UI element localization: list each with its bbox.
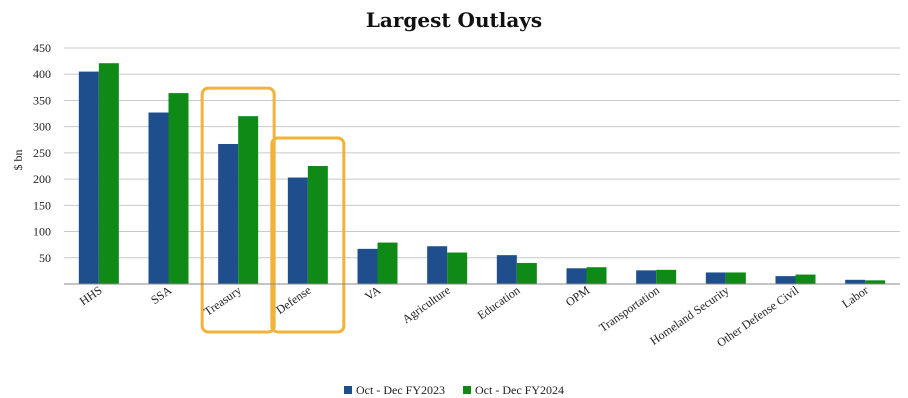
- bar-education-fy2024: [516, 263, 537, 284]
- legend: Oct - Dec FY2023 Oct - Dec FY2024: [0, 384, 908, 396]
- bar-treasury-fy2024: [238, 116, 259, 284]
- x-tick-label: Labor: [839, 283, 871, 311]
- y-tick-label: 250: [33, 146, 51, 160]
- x-tick-label: Treasury: [201, 283, 244, 319]
- bar-va-fy2023: [357, 248, 378, 284]
- bar-homeland-security-fy2023: [705, 272, 726, 284]
- bar-defense-fy2023: [287, 177, 308, 284]
- highlight-box-defense: [270, 136, 346, 334]
- bar-agriculture-fy2023: [427, 246, 448, 284]
- y-axis-ticks: 50 100 150 200 250 300 350 400 450: [33, 41, 51, 265]
- legend-label: Oct - Dec FY2023: [356, 383, 445, 397]
- bar-other-defense-civil-fy2023: [775, 276, 796, 284]
- x-tick-label: SSA: [148, 283, 174, 307]
- y-axis-label: $ bn: [11, 150, 25, 171]
- legend-label: Oct - Dec FY2024: [475, 383, 564, 397]
- bar-labor-fy2023: [845, 279, 866, 284]
- x-tick-label: Transportation: [596, 283, 662, 335]
- legend-swatch: [463, 386, 471, 394]
- bar-transportation-fy2024: [656, 269, 677, 284]
- x-tick-label: OPM: [563, 283, 593, 310]
- highlight-boxes: [200, 86, 346, 334]
- chart-title: Largest Outlays: [365, 8, 543, 32]
- bar-labor-fy2024: [865, 280, 886, 284]
- y-tick-label: 300: [33, 120, 51, 134]
- grid-lines: [64, 47, 900, 259]
- y-tick-label: 200: [33, 172, 51, 186]
- y-tick-label: 50: [39, 251, 51, 265]
- bar-va-fy2024: [377, 242, 398, 284]
- bar-hhs-fy2024: [98, 63, 119, 284]
- bar-homeland-security-fy2024: [725, 272, 746, 284]
- highlight-box-treasury: [200, 86, 276, 334]
- y-tick-label: 450: [33, 41, 51, 55]
- x-tick-label: Education: [475, 283, 523, 322]
- bar-agriculture-fy2024: [447, 252, 468, 284]
- legend-item: Oct - Dec FY2024: [463, 384, 564, 396]
- legend-swatch: [344, 386, 353, 394]
- bar-opm-fy2023: [566, 268, 587, 284]
- x-tick-label: HHS: [77, 283, 105, 308]
- bar-transportation-fy2023: [636, 270, 657, 284]
- y-tick-label: 100: [33, 225, 51, 239]
- y-tick-label: 350: [33, 93, 51, 107]
- bar-other-defense-civil-fy2024: [795, 274, 816, 284]
- bar-treasury-fy2023: [218, 143, 239, 284]
- bar-education-fy2023: [496, 255, 517, 284]
- bar-hhs-fy2023: [78, 71, 99, 284]
- y-tick-label: 150: [33, 198, 51, 212]
- bar-ssa-fy2024: [168, 93, 189, 284]
- bar-defense-fy2024: [307, 166, 328, 284]
- x-tick-label: Agriculture: [400, 283, 453, 326]
- legend-item: Oct - Dec FY2023: [344, 384, 445, 396]
- bar-opm-fy2024: [586, 267, 607, 284]
- x-tick-label: VA: [362, 283, 383, 304]
- y-tick-label: 400: [33, 67, 51, 81]
- bar-ssa-fy2023: [148, 112, 169, 284]
- bars: [78, 63, 886, 284]
- x-axis-labels: HHS SSA Treasury Defense VA Agriculture Educat…: [77, 283, 871, 350]
- x-tick-label: Defense: [273, 283, 313, 317]
